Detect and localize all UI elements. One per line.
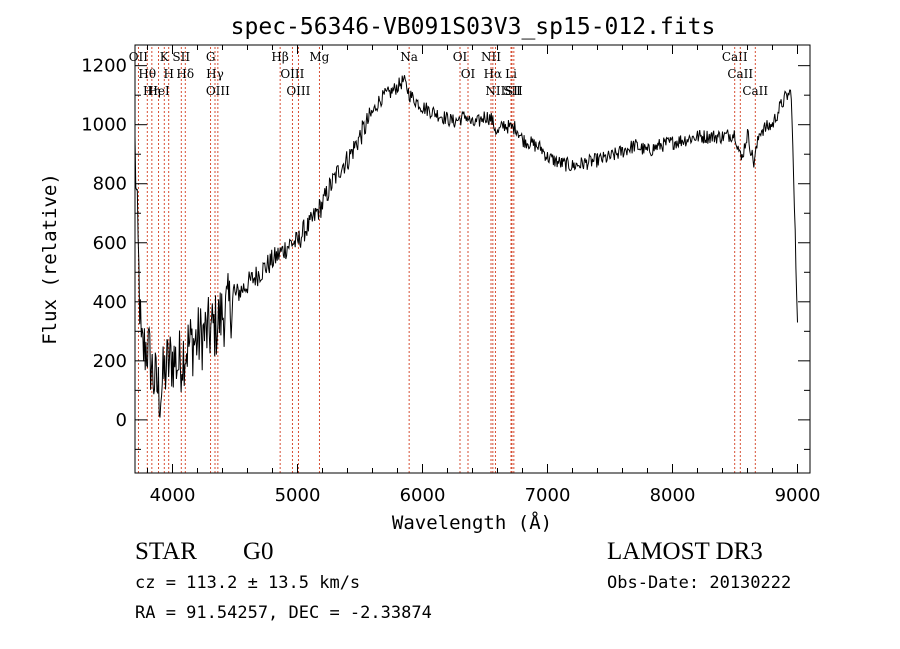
plot-frame [134, 44, 811, 474]
survey-name: LAMOST DR3 [607, 538, 763, 565]
y-tick-label: 800 [93, 174, 127, 195]
chart-title: spec-56346-VB091S03V3_sp15-012.fits [231, 14, 716, 40]
observation-date: Obs-Date: 20130222 [607, 573, 792, 593]
x-tick-label: 9000 [775, 485, 821, 506]
line-label: Na [400, 50, 418, 64]
y-tick-label: 0 [116, 410, 127, 431]
line-label: SII [503, 84, 521, 98]
line-label: Li [505, 67, 517, 81]
line-label: H [164, 67, 174, 81]
axes-layer: 4000 5000 6000 7000 8000 9000 0 200 400 600 800 100… [81, 45, 820, 506]
line-label: OI [453, 50, 468, 64]
y-tick-label: 600 [93, 233, 127, 254]
line-label: CaII [742, 84, 768, 98]
object-subclass: G0 [243, 538, 274, 565]
line-label: CaII [722, 50, 748, 64]
line-label: CaII [727, 67, 753, 81]
series-layer [134, 75, 798, 418]
coordinates: RA = 91.54257, DEC = -2.33874 [135, 603, 432, 623]
line-label: SII [172, 50, 190, 64]
line-label: Hγ [206, 67, 224, 81]
line-label: Mg [309, 50, 329, 64]
line-label: OIII [206, 84, 230, 98]
x-tick-label: 7000 [525, 485, 571, 506]
line-label: Hθ [138, 67, 156, 81]
line-label: Hα [484, 67, 503, 81]
y-tick-label: 200 [93, 351, 127, 372]
y-axis-label: Flux (relative) [39, 173, 61, 345]
y-tick-label: 1000 [81, 115, 127, 136]
x-tick-label: 5000 [275, 485, 321, 506]
line-label: K [160, 50, 170, 64]
object-class: STAR [135, 538, 197, 565]
line-label: OII [129, 50, 149, 64]
x-tick-label: 6000 [400, 485, 446, 506]
x-tick-label: 4000 [150, 485, 196, 506]
line-label: NII [485, 84, 505, 98]
line-label: OI [461, 67, 476, 81]
line-label: Hδ [176, 67, 194, 81]
line-label: OIII [286, 84, 310, 98]
line-label: NII [481, 50, 501, 64]
line-label: OIII [280, 67, 304, 81]
y-tick-label: 1200 [81, 56, 127, 77]
line-label: Hβ [271, 50, 288, 64]
y-tick-label: 400 [93, 292, 127, 313]
line-label: HeI [147, 84, 170, 98]
x-axis-label: Wavelength (Å) [392, 511, 552, 534]
line-label: G [206, 50, 216, 64]
line-label: Hη [143, 84, 161, 98]
x-tick-label: 8000 [650, 485, 696, 506]
redshift-cz: cz = 113.2 ± 13.5 km/s [135, 573, 361, 593]
line-label: SII [505, 84, 523, 98]
series-flux-line [134, 75, 798, 418]
